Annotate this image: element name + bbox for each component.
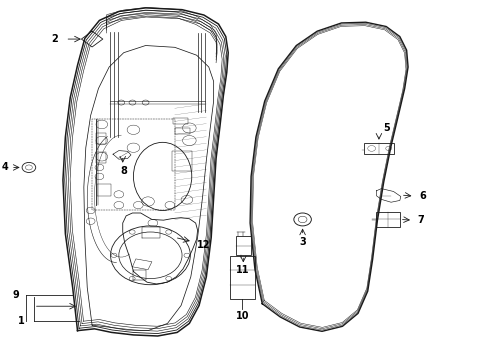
Text: 11: 11 — [235, 265, 248, 275]
Text: 7: 7 — [417, 215, 424, 225]
Text: 4: 4 — [1, 162, 8, 172]
Text: 5: 5 — [382, 123, 389, 133]
Text: 6: 6 — [418, 191, 425, 201]
Text: 1: 1 — [18, 316, 25, 325]
Text: 9: 9 — [12, 291, 19, 301]
Text: 2: 2 — [51, 34, 58, 44]
Text: 12: 12 — [197, 239, 210, 249]
Text: 8: 8 — [120, 166, 127, 176]
Text: 10: 10 — [235, 311, 248, 320]
Text: 3: 3 — [299, 237, 305, 247]
